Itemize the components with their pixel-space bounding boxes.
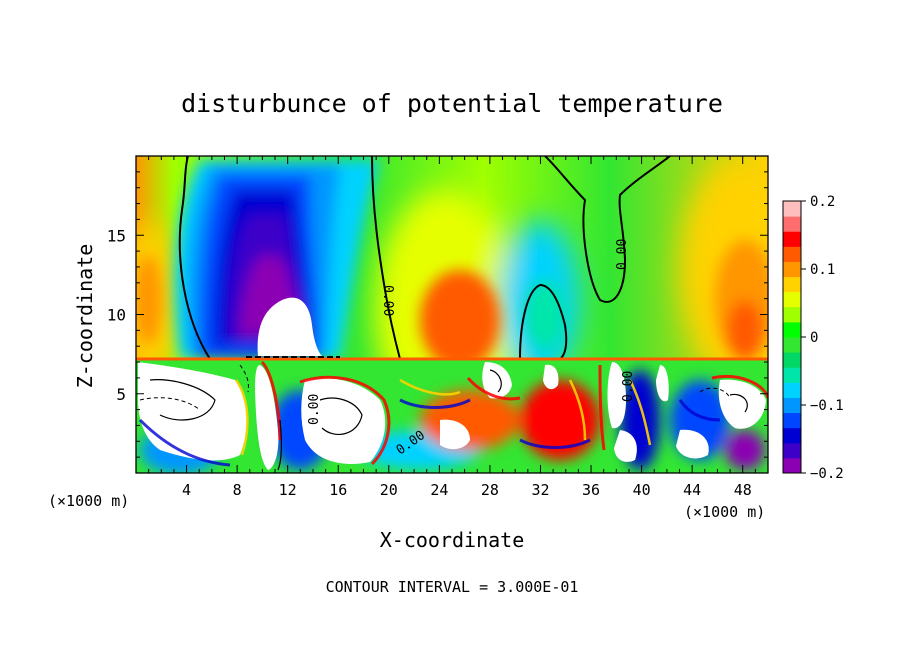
colorbar-segment <box>783 201 801 217</box>
x-axis-label: X-coordinate <box>380 528 525 552</box>
lower-field <box>136 359 768 473</box>
colorbar-segment <box>783 321 801 338</box>
x-tick-label: 16 <box>329 481 347 499</box>
colorbar-segment <box>783 246 801 262</box>
x-tick-label: 4 <box>182 481 191 499</box>
colorbar-segment <box>783 291 801 308</box>
colorbar-segment <box>783 352 801 368</box>
colorbar-tick-label: 0.1 <box>810 262 835 278</box>
colorbar-tick-label: −0.2 <box>810 466 844 482</box>
x-tick-label: 28 <box>481 481 499 499</box>
colorbar-ticks: 0.2 0.1 0 −0.1 −0.2 <box>801 194 844 482</box>
y-axis-label: Z-coordinate <box>73 244 97 389</box>
y-tick-label: 5 <box>116 385 126 404</box>
colorbar-tick-label: −0.1 <box>810 398 844 414</box>
contour-label: 0.00 <box>621 371 636 402</box>
x-tick-label: 32 <box>531 481 549 499</box>
colorbar-segment <box>783 397 801 414</box>
contour-label: 0.00 <box>307 394 322 425</box>
y-tick-label: 15 <box>107 226 126 245</box>
colorbar-segment <box>783 231 801 247</box>
x-tick-label: 8 <box>233 481 242 499</box>
colorbar-segment <box>783 276 801 293</box>
x-axis: 4 8 12 16 20 24 28 32 36 40 44 48 <box>148 156 756 499</box>
x-tick-label: 48 <box>734 481 752 499</box>
contour-label: 0.00 <box>615 239 630 270</box>
x-tick-label: 36 <box>582 481 600 499</box>
x-tick-label: 40 <box>633 481 651 499</box>
colorbar-segment <box>783 427 801 444</box>
chart-title: disturbunce of potential temperature <box>181 89 723 118</box>
colorbar-tick-label: 0.2 <box>810 194 835 210</box>
x-unit-left: (×1000 m) <box>48 492 129 510</box>
colorbar-segment <box>783 367 801 383</box>
contour-interval-footer: CONTOUR INTERVAL = 3.000E-01 <box>326 578 579 596</box>
colorbar-segment <box>783 457 801 474</box>
colorbar-segment <box>783 442 801 459</box>
y-axis: 5 10 15 <box>107 171 768 458</box>
colorbar-segment <box>783 306 801 323</box>
colorbar-segment <box>783 412 801 429</box>
x-unit-right: (×1000 m) <box>684 503 765 521</box>
upper-field <box>136 156 768 359</box>
colorbar-segment <box>783 261 801 278</box>
x-tick-label: 12 <box>279 481 297 499</box>
colorbar-segment <box>783 382 801 398</box>
colorbar-segment <box>783 216 801 232</box>
x-tick-label: 24 <box>430 481 448 499</box>
colorbar-tick-label: 0 <box>810 330 818 346</box>
colorbar <box>782 200 802 474</box>
x-tick-label: 20 <box>380 481 398 499</box>
x-tick-label: 44 <box>683 481 701 499</box>
colorbar-segment <box>783 337 801 353</box>
y-tick-label: 10 <box>107 306 126 325</box>
contour-label: 0.00 <box>380 285 395 316</box>
